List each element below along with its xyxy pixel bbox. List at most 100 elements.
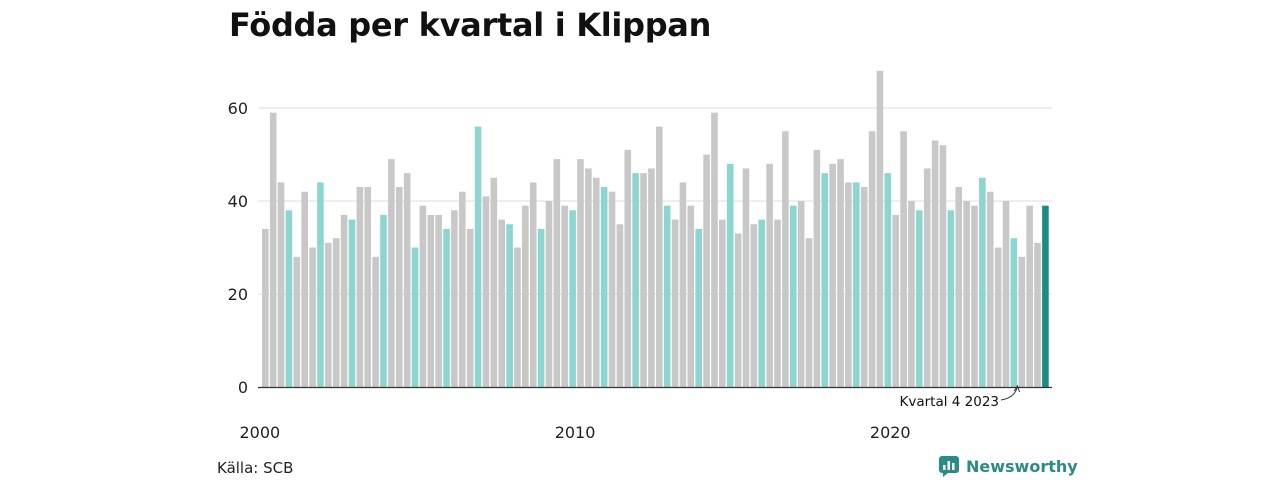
bar <box>742 168 750 387</box>
bar <box>860 187 868 387</box>
bar <box>545 201 553 387</box>
bar <box>529 182 537 387</box>
y-tick-label: 60 <box>228 99 248 118</box>
bar <box>986 191 994 387</box>
bar <box>1018 256 1026 387</box>
bar <box>876 70 884 388</box>
bar <box>277 182 285 387</box>
bar <box>262 228 269 387</box>
bar <box>868 131 876 387</box>
bar <box>758 219 766 387</box>
bar <box>498 219 505 387</box>
bar <box>671 219 679 387</box>
bar <box>908 201 915 387</box>
bar <box>994 247 1002 387</box>
x-tick-label: 2010 <box>555 423 596 442</box>
bar <box>703 154 710 387</box>
bar <box>301 191 308 387</box>
bar <box>600 187 608 387</box>
bar <box>474 126 482 387</box>
bar <box>805 238 813 387</box>
bar <box>269 112 277 388</box>
bar <box>923 168 931 387</box>
bar <box>931 140 939 387</box>
annotation-label: Kvartal 4 2023 <box>899 394 999 410</box>
bar <box>963 201 970 387</box>
bar <box>522 205 529 387</box>
bar <box>774 219 781 387</box>
bar <box>837 159 844 387</box>
bar <box>813 149 821 387</box>
bar <box>726 163 734 387</box>
bar <box>285 210 293 387</box>
bar <box>569 210 576 387</box>
bar <box>585 168 592 387</box>
bar <box>884 173 892 387</box>
brand-name: Newsworthy <box>966 456 1078 476</box>
bar <box>616 224 624 387</box>
bar <box>1026 205 1033 387</box>
bar <box>829 163 836 387</box>
y-tick-label: 0 <box>238 378 248 397</box>
bar <box>427 214 435 387</box>
bar <box>293 256 301 387</box>
bar <box>561 205 569 387</box>
bar <box>656 126 663 387</box>
brand: Newsworthy <box>938 455 1078 477</box>
bar <box>388 159 395 387</box>
bar <box>821 173 829 387</box>
bar <box>782 131 789 387</box>
bar <box>506 224 513 387</box>
bar <box>403 173 411 387</box>
bar <box>687 205 695 387</box>
bar <box>514 247 521 387</box>
bar <box>939 145 947 387</box>
bar <box>411 247 419 387</box>
bar <box>766 163 773 387</box>
bar <box>979 177 986 387</box>
bar <box>435 214 442 387</box>
bar <box>663 205 671 387</box>
bar <box>309 247 316 387</box>
bar <box>734 233 742 387</box>
bar <box>892 214 899 387</box>
bar <box>443 228 450 387</box>
source-note: Källa: SCB <box>217 459 294 477</box>
y-tick-label: 20 <box>228 285 248 304</box>
bar <box>1010 238 1018 387</box>
bar <box>356 187 364 387</box>
bar <box>577 159 584 387</box>
bar <box>679 182 687 387</box>
bar <box>947 210 955 387</box>
bar <box>332 238 340 387</box>
bar <box>537 228 545 387</box>
bar <box>1042 205 1049 387</box>
bar <box>750 224 758 387</box>
bar <box>395 187 403 387</box>
bar <box>592 177 600 387</box>
bar <box>482 196 490 387</box>
bar <box>608 191 616 387</box>
bar <box>648 168 655 387</box>
bar <box>916 210 923 387</box>
bar <box>459 191 466 387</box>
bar <box>955 187 963 387</box>
bar <box>419 205 427 387</box>
annotation-arrow <box>1000 387 1018 401</box>
bar <box>900 131 907 387</box>
bar <box>845 182 852 387</box>
bar <box>624 149 632 387</box>
annotation-arrowhead <box>1013 384 1020 393</box>
bar <box>466 228 474 387</box>
bar <box>640 173 647 387</box>
bar <box>695 228 702 387</box>
bar <box>553 159 561 387</box>
bar <box>853 182 860 387</box>
bar <box>1002 201 1010 387</box>
bar <box>451 210 458 387</box>
x-tick-label: 2000 <box>240 423 281 442</box>
bar <box>372 256 379 387</box>
bar <box>317 182 324 387</box>
bar <box>971 205 978 387</box>
